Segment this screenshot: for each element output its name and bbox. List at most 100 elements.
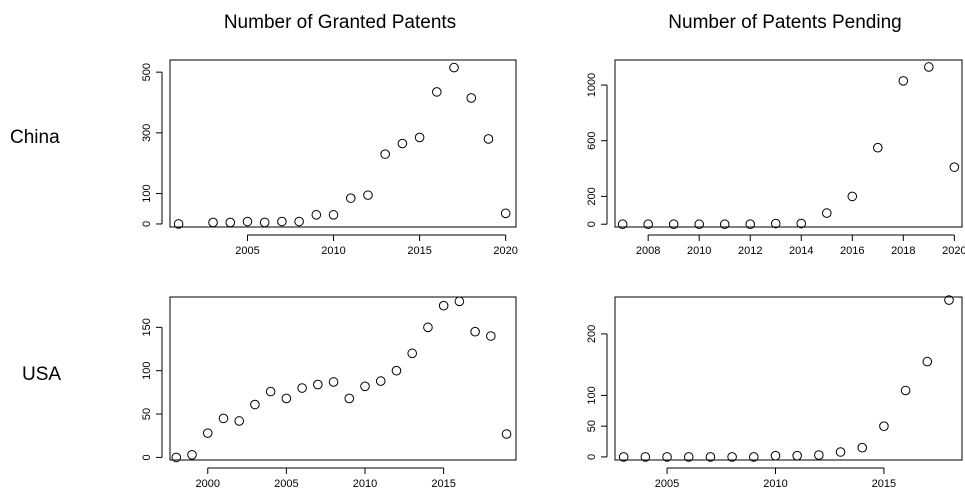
data-point	[944, 295, 954, 305]
data-point	[835, 447, 846, 457]
data-point	[454, 296, 465, 307]
data-point	[259, 217, 270, 228]
x-tick-label: 2010	[763, 478, 787, 490]
data-point	[500, 208, 511, 219]
data-point	[705, 452, 716, 462]
data-point	[640, 452, 651, 462]
data-point	[617, 219, 628, 230]
row-label-usa: USA	[22, 364, 62, 385]
data-point	[643, 219, 653, 230]
x-tick-label: 2015	[872, 478, 896, 490]
data-point	[294, 216, 304, 227]
data-point	[208, 217, 218, 228]
data-point	[360, 381, 370, 392]
plot-frame	[614, 296, 963, 461]
row-label-china: China	[10, 127, 60, 148]
data-point	[187, 449, 197, 460]
data-point	[922, 356, 933, 367]
x-tick-label: 2005	[655, 478, 679, 490]
y-tick-label: 600	[586, 132, 598, 150]
data-point	[483, 134, 494, 144]
data-point	[770, 450, 781, 461]
data-point	[328, 377, 339, 387]
data-point	[745, 219, 756, 230]
data-point	[814, 450, 824, 460]
data-point	[297, 383, 307, 393]
data-point	[397, 138, 408, 149]
data-point	[683, 452, 694, 462]
x-tick-label: 2010	[353, 478, 377, 490]
data-point	[375, 376, 386, 386]
data-point	[694, 219, 704, 230]
y-tick-label: 0	[141, 454, 153, 460]
data-point	[857, 442, 868, 453]
data-point	[470, 326, 480, 337]
data-point	[749, 452, 759, 462]
data-point	[796, 218, 807, 229]
data-point	[847, 191, 858, 202]
data-point	[432, 87, 442, 97]
y-tick-label: 300	[141, 124, 153, 142]
data-point	[250, 399, 260, 410]
y-tick-label: 150	[141, 318, 153, 336]
data-point	[407, 348, 418, 359]
data-point	[898, 76, 909, 86]
x-tick-label: 2020	[493, 245, 517, 257]
y-tick-label: 500	[141, 63, 153, 81]
data-point	[924, 62, 934, 72]
data-point	[792, 450, 802, 461]
data-point	[391, 365, 402, 376]
data-point	[449, 62, 459, 73]
x-tick-label: 2012	[738, 245, 762, 257]
x-tick-label: 2005	[235, 245, 259, 257]
data-point	[727, 452, 737, 462]
data-point	[423, 322, 433, 333]
data-point	[242, 216, 253, 227]
data-point	[173, 219, 184, 229]
y-tick-label: 100	[141, 184, 153, 202]
y-tick-label: 200	[586, 187, 598, 205]
data-point	[311, 210, 322, 220]
plot-frame	[169, 59, 517, 228]
x-tick-label: 2014	[789, 245, 813, 257]
data-point	[218, 413, 229, 424]
y-tick-label: 0	[586, 221, 598, 227]
data-point	[328, 210, 339, 220]
data-point	[380, 149, 390, 159]
x-tick-label: 2018	[891, 245, 915, 257]
col-title-pending: Number of Patents Pending	[668, 12, 902, 33]
data-point	[202, 428, 213, 438]
y-tick-label: 0	[141, 221, 153, 227]
x-tick-label: 2008	[636, 245, 660, 257]
x-tick-label: 2010	[687, 245, 711, 257]
data-point	[313, 379, 323, 390]
data-point	[225, 217, 236, 228]
plot-frame	[614, 59, 963, 228]
data-point	[344, 393, 355, 404]
data-point	[277, 216, 287, 227]
data-point	[234, 416, 244, 426]
data-point	[438, 300, 449, 311]
data-point	[281, 393, 292, 404]
data-point	[900, 385, 911, 396]
data-point	[873, 142, 883, 153]
data-point	[363, 190, 373, 200]
data-point	[668, 219, 679, 230]
data-point	[719, 219, 730, 230]
data-point	[265, 386, 276, 397]
data-point	[486, 331, 496, 341]
x-tick-label: 2005	[274, 478, 298, 490]
y-tick-label: 200	[586, 325, 598, 343]
data-point	[770, 218, 781, 229]
x-tick-label: 2010	[321, 245, 345, 257]
col-title-granted: Number of Granted Patents	[223, 12, 457, 33]
x-tick-label: 2020	[942, 245, 965, 257]
data-point	[949, 162, 960, 172]
y-tick-label: 1000	[586, 73, 598, 97]
data-point	[662, 452, 672, 462]
y-tick-label: 50	[141, 408, 153, 420]
data-point	[501, 429, 512, 439]
